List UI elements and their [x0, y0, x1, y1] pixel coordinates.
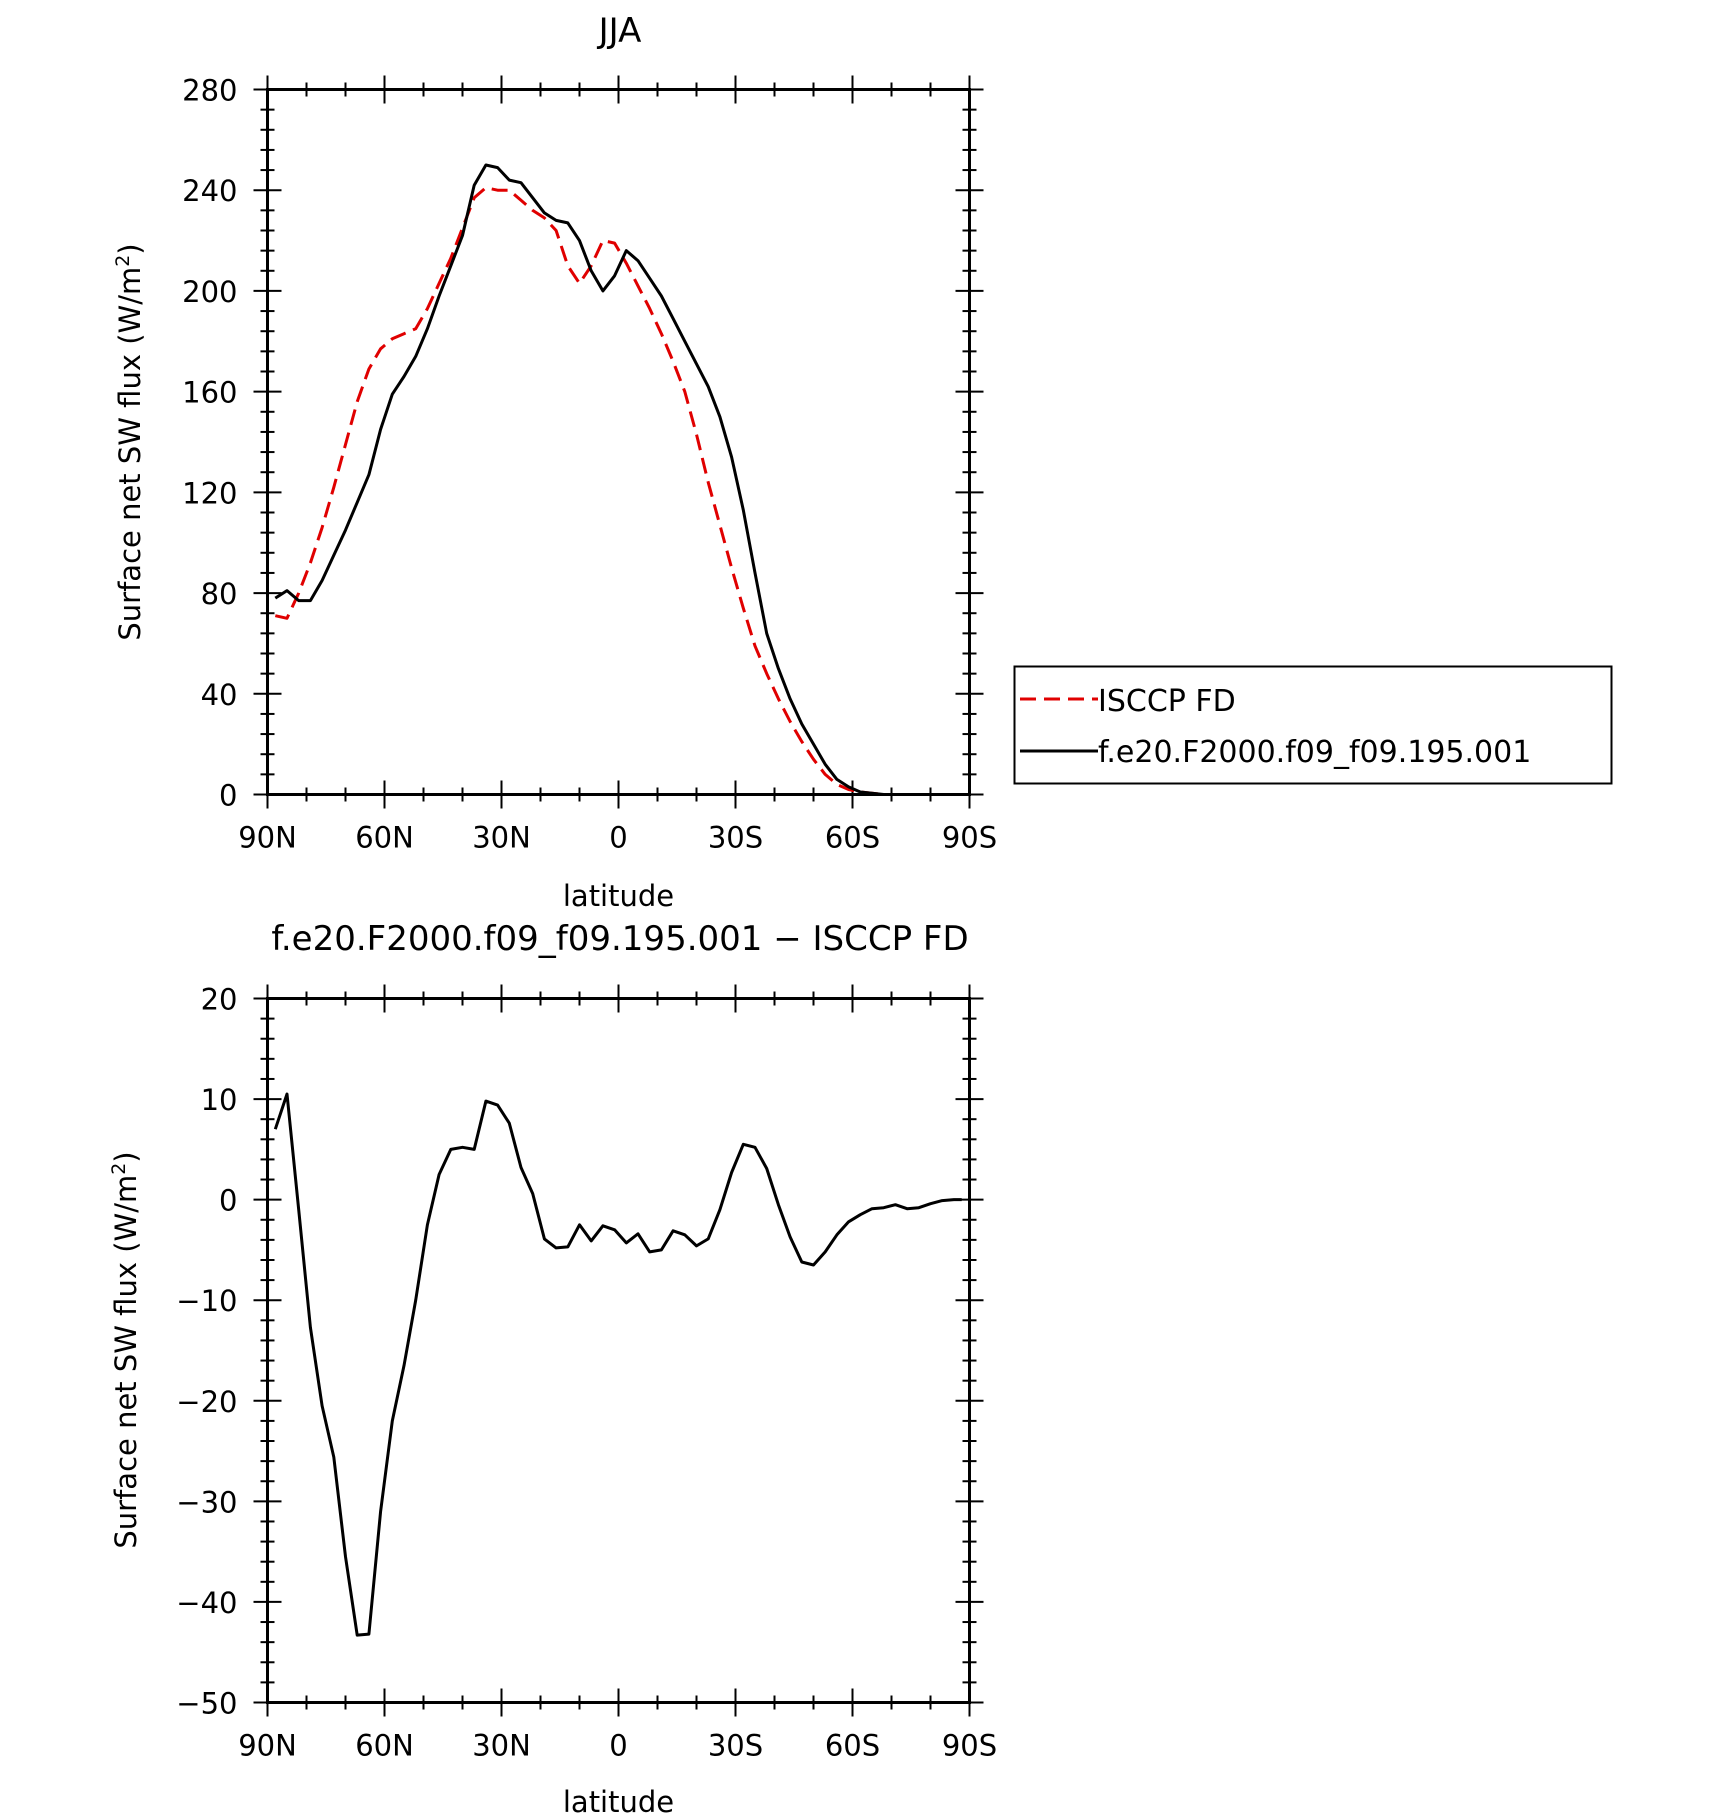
y-tick-label: 280 — [182, 74, 237, 108]
y-axis-label-sup: 2 — [108, 1163, 130, 1175]
chart-title: JJA — [597, 11, 642, 51]
x-tick-label: 30N — [472, 1729, 531, 1763]
y-tick-label: −20 — [176, 1385, 237, 1419]
x-tick-label: 30N — [472, 821, 531, 855]
x-tick-label: 60S — [825, 1729, 880, 1763]
plot-lines — [273, 1092, 962, 1637]
x-axis-label: latitude — [563, 879, 674, 913]
x-tick-label: 90S — [942, 821, 997, 855]
y-tick-label: 120 — [182, 476, 237, 510]
y-tick-label: 160 — [182, 376, 237, 410]
x-tick-label: 90N — [238, 821, 297, 855]
legend-label-isccp: ISCCP FD — [1098, 684, 1236, 719]
x-tick-label: 0 — [609, 821, 627, 855]
x-tick-label: 90N — [238, 1729, 297, 1763]
x-tick-label: 60N — [355, 1729, 414, 1763]
chart-title: f.e20.F2000.f09_f09.195.001 − ISCCP FD — [271, 919, 968, 959]
x-tick-label: 30S — [708, 821, 763, 855]
tick-labels: 90N 60N 30N 0 30S 60S 90S 0 40 80 120 160 200 240 280 — [182, 74, 997, 855]
legend-label-model: f.e20.F2000.f09_f09.195.001 — [1098, 735, 1531, 770]
difference-line — [273, 1092, 962, 1637]
series-line-f-e20-f2000-f09-f09-195-001 — [274, 163, 962, 796]
y-axis-label-sup: 2 — [112, 255, 134, 267]
y-tick-label: 80 — [201, 577, 238, 611]
y-axis-label: Surface net SW flux (W/m2) — [108, 1151, 143, 1548]
x-tick-label: 60S — [825, 821, 880, 855]
y-tick-label: −40 — [176, 1586, 237, 1620]
y-axis-label-close: ) — [109, 1151, 143, 1162]
y-tick-label: −30 — [176, 1485, 237, 1519]
axis-ticks — [253, 984, 984, 1717]
panel-top: JJA 90N 60N 30N 0 30S 60S 90S 0 40 80 120 160 200 240… — [112, 11, 1613, 913]
y-tick-label: 0 — [219, 779, 237, 813]
x-tick-label: 30S — [708, 1729, 763, 1763]
x-tick-label: 60N — [355, 821, 414, 855]
legend-box — [1013, 665, 1613, 785]
y-tick-label: 200 — [182, 275, 237, 309]
y-tick-label: 10 — [201, 1083, 238, 1117]
plot-lines — [274, 163, 962, 796]
x-axis-label: latitude — [563, 1785, 674, 1816]
x-tick-label: 90S — [942, 1729, 997, 1763]
y-axis-label: Surface net SW flux (W/m2) — [112, 243, 147, 640]
y-tick-label: −10 — [176, 1284, 237, 1318]
axis-ticks — [253, 75, 984, 809]
y-axis-label-main: Surface net SW flux (W/m — [113, 267, 147, 641]
y-tick-label: 20 — [201, 983, 238, 1017]
x-tick-label: 0 — [609, 1729, 627, 1763]
y-tick-label: 40 — [201, 678, 238, 712]
series-line-isccp-fd — [274, 186, 962, 796]
tick-labels: 90N 60N 30N 0 30S 60S 90S −50 −40 −30 −20 −10 0 10 20 — [176, 983, 997, 1763]
legend: ISCCP FD f.e20.F2000.f09_f09.195.001 — [1013, 665, 1613, 785]
y-axis-label-main: Surface net SW flux (W/m — [109, 1175, 143, 1549]
y-tick-label: 240 — [182, 174, 237, 208]
plot-frame — [266, 88, 971, 796]
y-axis-label-close: ) — [113, 243, 147, 254]
y-tick-label: −50 — [176, 1687, 237, 1721]
plot-frame — [266, 997, 971, 1704]
y-tick-label: 0 — [219, 1184, 237, 1218]
panel-bottom: f.e20.F2000.f09_f09.195.001 − ISCCP FD 9… — [108, 919, 997, 1816]
